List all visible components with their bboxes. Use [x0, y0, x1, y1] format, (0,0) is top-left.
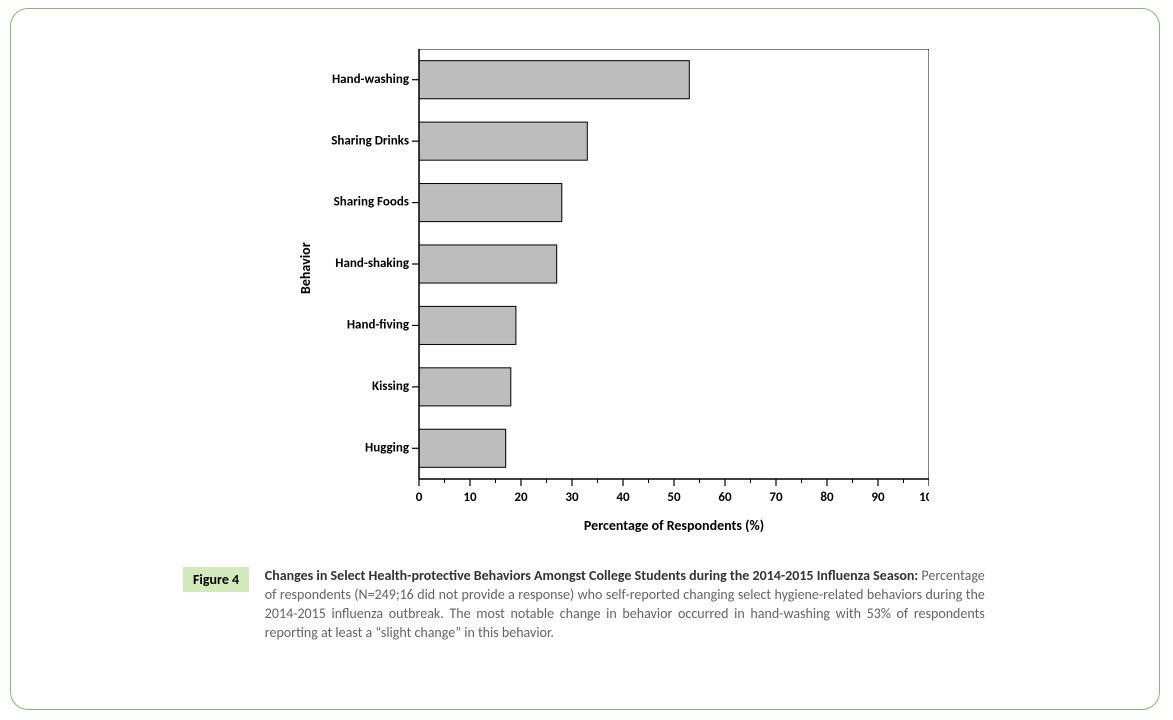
bar-chart: Hand-washing Sharing Drinks Sharing Foods H…	[279, 49, 929, 544]
svg-text:70: 70	[769, 490, 783, 505]
figure-frame: Hand-washing Sharing Drinks Sharing Foods H…	[10, 8, 1160, 710]
bar-chart-svg: Hand-washing Sharing Drinks Sharing Foods H…	[279, 49, 929, 544]
y-axis-title: Behavior	[297, 274, 314, 294]
svg-text:20: 20	[514, 490, 528, 505]
svg-text:Hand-shaking: Hand-shaking	[335, 256, 410, 271]
svg-text:0: 0	[416, 490, 423, 505]
svg-text:100: 100	[919, 490, 929, 505]
svg-text:Hugging: Hugging	[365, 440, 410, 455]
svg-text:90: 90	[871, 490, 885, 505]
svg-text:40: 40	[616, 490, 630, 505]
svg-text:80: 80	[820, 490, 834, 505]
caption-text: Changes in Select Health-protective Beha…	[265, 567, 985, 643]
svg-text:10: 10	[463, 490, 477, 505]
svg-text:50: 50	[667, 490, 681, 505]
svg-text:Kissing: Kissing	[372, 379, 410, 394]
svg-text:Sharing Drinks: Sharing Drinks	[331, 133, 409, 148]
caption-bold: Changes in Select Health-protective Beha…	[265, 567, 918, 584]
svg-text:Hand-fiving: Hand-fiving	[347, 318, 410, 333]
figure-label-badge: Figure 4	[183, 567, 249, 592]
svg-text:30: 30	[565, 490, 579, 505]
svg-text:Sharing Foods: Sharing Foods	[334, 195, 409, 210]
svg-text:Hand-washing: Hand-washing	[332, 72, 410, 87]
svg-text:60: 60	[718, 490, 732, 505]
figure-caption: Figure 4 Changes in Select Health-protec…	[183, 567, 1003, 643]
x-axis-title: Percentage of Respondents (%)	[419, 517, 929, 534]
